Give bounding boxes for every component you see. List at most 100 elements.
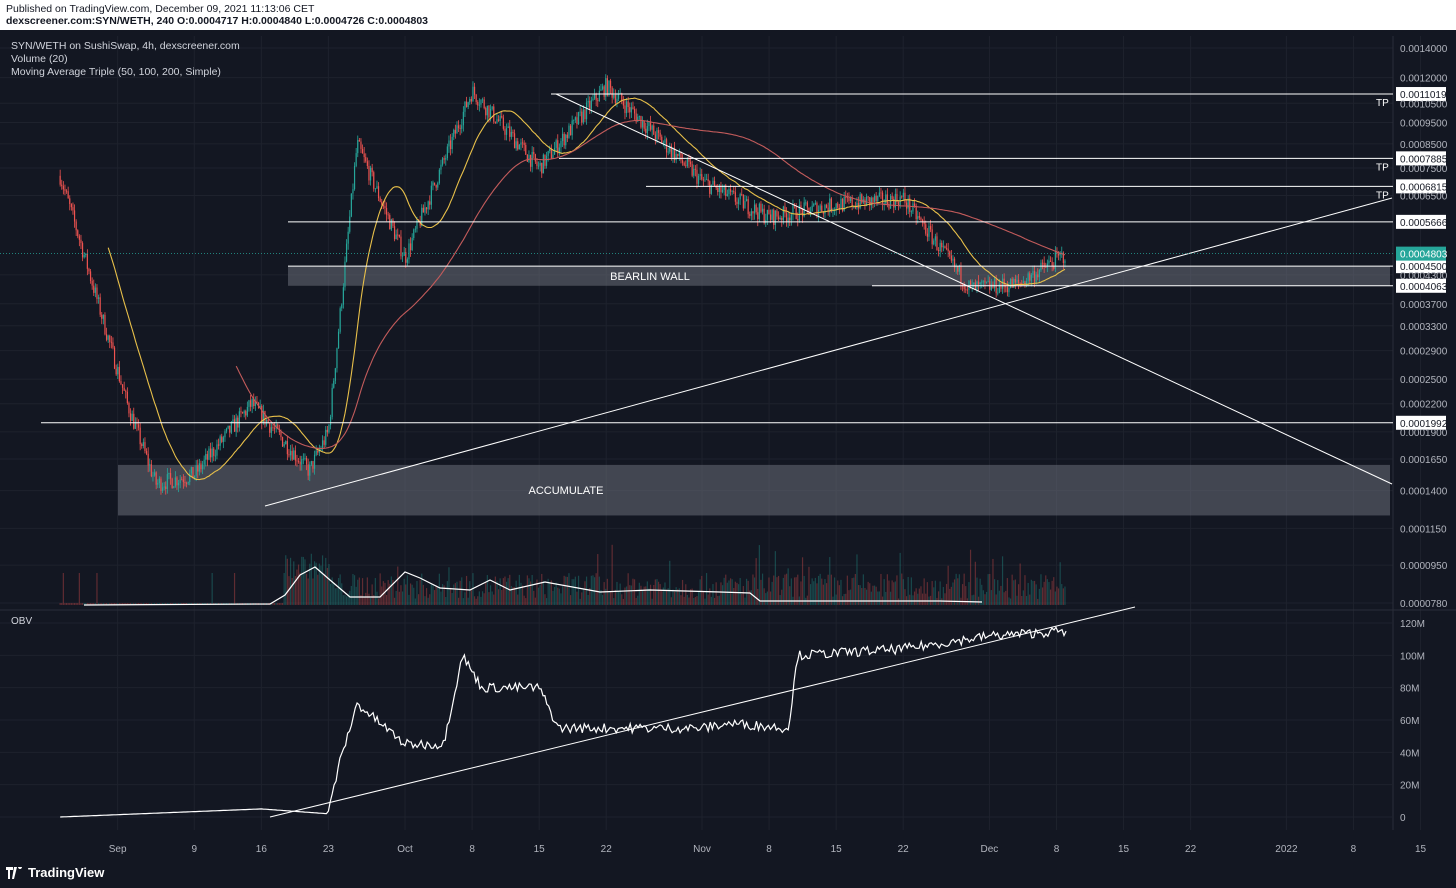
- volume-bar: [355, 586, 357, 605]
- volume-bar: [605, 588, 607, 605]
- obv-y-tick-label: 0: [1400, 813, 1406, 824]
- candle-body: [541, 162, 543, 174]
- candle-body: [422, 207, 424, 213]
- candle-body: [245, 411, 247, 416]
- candle-body: [360, 141, 362, 149]
- candle-body: [808, 207, 810, 215]
- volume-bar: [784, 574, 786, 605]
- volume-bar: [997, 580, 999, 605]
- candle-body: [640, 115, 642, 128]
- candle-body: [115, 368, 117, 375]
- obv-y-tick-label: 40M: [1400, 748, 1419, 759]
- volume-bar: [920, 586, 922, 605]
- candle-body: [145, 451, 148, 454]
- candle-body: [182, 479, 184, 483]
- volume-bar: [363, 596, 365, 605]
- volume-bar: [899, 552, 901, 605]
- volume-bar: [753, 577, 756, 605]
- y-tick-label: 0.0008500: [1400, 140, 1448, 151]
- candle-body: [349, 216, 351, 232]
- volume-bar: [669, 560, 671, 605]
- candle-body: [80, 239, 82, 244]
- x-tick-label: Nov: [693, 844, 711, 855]
- volume-bar: [745, 578, 748, 605]
- volume-bar: [451, 593, 453, 605]
- candle-body: [1056, 252, 1058, 254]
- y-tick-label: 0.0001150: [1400, 524, 1447, 535]
- candle-body: [158, 478, 160, 484]
- volume-bar: [862, 574, 864, 605]
- volume-bar: [859, 585, 861, 605]
- candle-body: [942, 246, 944, 248]
- volume-bar: [683, 596, 685, 605]
- candle-body: [646, 126, 648, 133]
- volume-bar: [211, 573, 213, 605]
- volume-bar: [139, 603, 141, 605]
- volume-bar: [91, 603, 93, 605]
- volume-bar: [99, 603, 101, 605]
- candle-body: [609, 80, 612, 88]
- candle-body: [89, 271, 92, 281]
- level-note: TP: [1376, 190, 1389, 201]
- candle-body: [206, 454, 208, 460]
- candle-body: [731, 191, 733, 192]
- volume-bar: [577, 575, 580, 605]
- volume-bar: [301, 556, 303, 605]
- volume-bar: [520, 582, 522, 605]
- candle-body: [705, 179, 708, 181]
- candle-body: [488, 105, 490, 118]
- volume-bar: [390, 576, 392, 605]
- candle-body: [246, 406, 248, 416]
- y-tick-label: 0.0003700: [1400, 300, 1448, 311]
- candle-body: [277, 424, 279, 429]
- candle-body: [733, 191, 735, 193]
- candle-body: [174, 477, 176, 487]
- volume-bar: [574, 576, 576, 605]
- volume-bar: [417, 594, 420, 605]
- volume-bar: [872, 585, 874, 605]
- candle-body: [1062, 252, 1064, 263]
- tradingview-brand[interactable]: TradingView: [6, 865, 104, 880]
- volume-bar: [677, 589, 679, 605]
- candle-body: [501, 116, 503, 118]
- volume-bar: [776, 577, 778, 605]
- volume-bar: [965, 586, 967, 605]
- candle-body: [683, 162, 685, 166]
- y-tick-label: 0.0014000: [1400, 44, 1448, 55]
- volume-bar: [662, 587, 664, 605]
- candle-body: [699, 174, 701, 176]
- candle-body: [265, 420, 268, 425]
- candle-body: [203, 459, 205, 465]
- candle-body: [934, 236, 936, 241]
- volume-bar: [454, 583, 456, 605]
- volume-bar: [581, 592, 583, 605]
- candle-body: [453, 129, 455, 137]
- candle-body: [761, 208, 764, 212]
- volume-bar: [670, 597, 672, 605]
- volume-bar: [333, 582, 335, 605]
- candle-body: [233, 419, 236, 432]
- candle-body: [525, 145, 527, 155]
- candle-body: [614, 94, 616, 104]
- volume-bar: [926, 582, 928, 605]
- candle-body: [782, 206, 784, 221]
- candle-body: [144, 442, 146, 452]
- candle-body: [397, 234, 399, 236]
- volume-bar: [113, 603, 116, 605]
- volume-bar: [539, 584, 541, 605]
- volume-bar: [739, 578, 741, 605]
- candle-body: [325, 429, 327, 445]
- volume-bar: [829, 557, 831, 605]
- candle-body: [104, 314, 106, 335]
- volume-bar: [713, 597, 716, 605]
- candle-body: [281, 437, 284, 447]
- chart-canvas[interactable]: BEARLIN WALL ACCUMULATE 0.0011019 TP 0.0007…: [0, 30, 1456, 858]
- candle-body: [969, 281, 972, 286]
- candle-body: [950, 255, 952, 261]
- candle-body: [507, 126, 509, 129]
- volume-bar: [633, 579, 636, 605]
- volume-bar: [445, 596, 447, 605]
- volume-bar: [656, 579, 658, 605]
- candle-body: [545, 155, 548, 166]
- volume-bar: [414, 598, 416, 605]
